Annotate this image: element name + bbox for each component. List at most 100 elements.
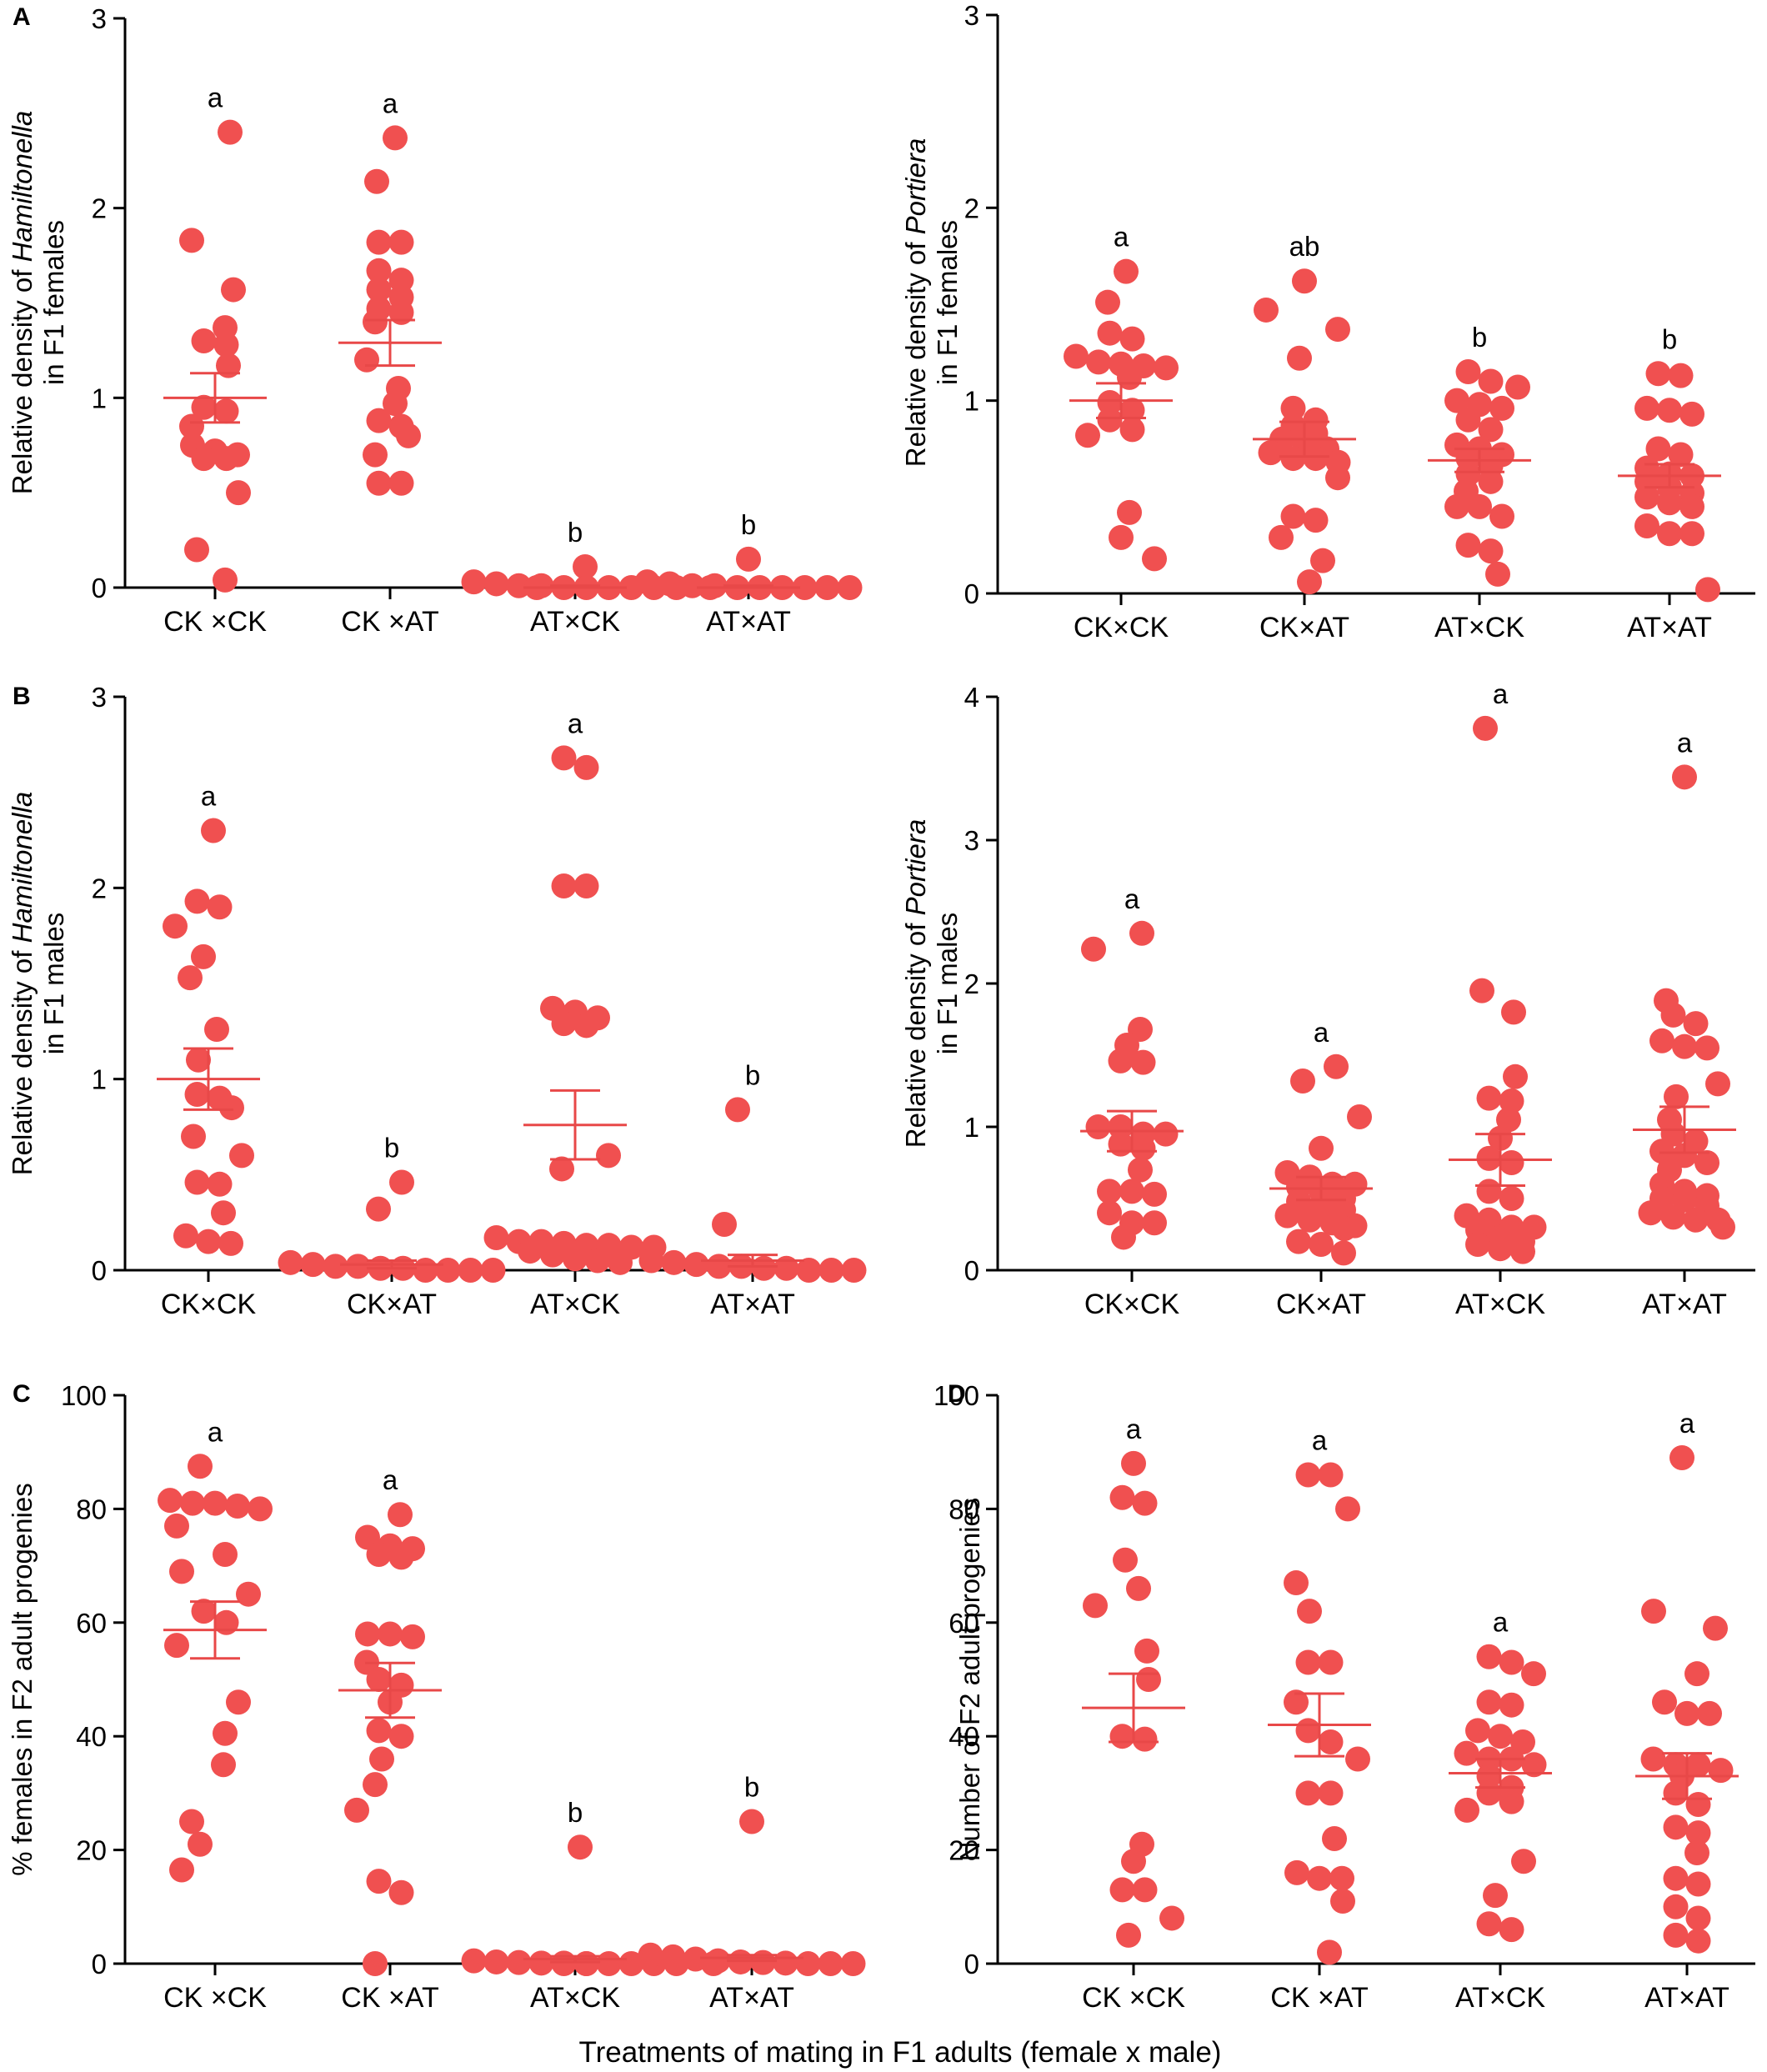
data-point xyxy=(792,575,818,600)
data-point xyxy=(221,277,246,303)
data-point xyxy=(1657,398,1682,423)
data-point xyxy=(1485,561,1510,587)
data-point xyxy=(363,1772,388,1798)
data-point xyxy=(1668,442,1694,468)
data-point xyxy=(1476,1179,1502,1204)
data-point xyxy=(1473,715,1498,741)
y-tick-label: 3 xyxy=(92,3,107,34)
y-tick-label: 2 xyxy=(92,873,107,903)
data-point xyxy=(323,1254,348,1279)
data-point xyxy=(461,1948,487,1974)
data-point xyxy=(1254,297,1279,323)
data-point xyxy=(191,943,216,969)
data-point xyxy=(1322,1825,1347,1851)
data-point xyxy=(1258,440,1284,466)
significance-letter: b xyxy=(568,517,583,548)
data-point xyxy=(1119,417,1145,443)
data-point xyxy=(345,1254,371,1279)
data-point xyxy=(188,1454,213,1479)
x-category-label: CK ×AT xyxy=(341,606,438,638)
data-point xyxy=(795,1951,821,1976)
data-point xyxy=(388,299,414,325)
data-point xyxy=(736,546,761,572)
data-point xyxy=(1280,446,1306,472)
x-category-label: AT×CK xyxy=(530,606,620,638)
x-category-label: AT×AT xyxy=(710,1289,795,1320)
data-point xyxy=(300,1252,326,1278)
data-point xyxy=(366,408,392,433)
data-point xyxy=(1521,1661,1546,1687)
data-point xyxy=(1121,1849,1146,1874)
data-point xyxy=(1154,355,1179,381)
significance-letter: b xyxy=(384,1133,399,1164)
data-point xyxy=(1309,1232,1334,1258)
significance-letter: a xyxy=(568,708,583,738)
data-point xyxy=(1303,446,1329,472)
y-axis-label: Relative density of Hamiltonellain F1 ma… xyxy=(7,792,69,1175)
data-point xyxy=(158,1488,183,1514)
data-point xyxy=(1097,1200,1122,1226)
data-point xyxy=(1674,1700,1699,1726)
data-point xyxy=(1335,1496,1360,1522)
data-point xyxy=(818,1951,843,1976)
data-point xyxy=(366,1667,392,1692)
data-point xyxy=(169,1857,194,1883)
data-point xyxy=(1669,1445,1694,1471)
data-point xyxy=(219,1095,244,1121)
data-point xyxy=(1499,1649,1524,1675)
chart-panel-a-left: 0 1 2 3 CK ×CK CK ×AT AT×CK AT×AT Relative densi… xyxy=(7,3,863,638)
significance-letter: b xyxy=(744,1772,759,1803)
data-point xyxy=(226,480,251,506)
data-point xyxy=(1297,1599,1322,1624)
data-point xyxy=(837,575,863,600)
data-point xyxy=(840,1951,866,1976)
data-point xyxy=(1130,1049,1156,1075)
data-point xyxy=(573,1013,599,1039)
data-point xyxy=(1085,1114,1111,1139)
x-category-label: CK×CK xyxy=(1074,612,1169,643)
data-point xyxy=(1660,1204,1686,1230)
data-point xyxy=(1685,1928,1711,1954)
data-point xyxy=(363,1951,388,1976)
data-point xyxy=(1465,1232,1490,1258)
y-tick-label: 100 xyxy=(61,1380,107,1411)
x-category-label: AT×AT xyxy=(709,1982,794,2014)
data-point xyxy=(1109,1877,1135,1903)
data-point xyxy=(1345,1746,1370,1772)
data-point xyxy=(841,1258,867,1283)
data-point xyxy=(1153,1121,1179,1147)
data-point xyxy=(213,1541,238,1567)
data-point xyxy=(506,1949,532,1975)
data-point xyxy=(1280,503,1306,529)
data-point xyxy=(1097,389,1123,415)
y-tick-label: 1 xyxy=(92,383,107,413)
data-point xyxy=(540,1242,565,1268)
chart-panel-b-left: 0 1 2 3 CK×CK CK×AT AT×CK AT×AT Relative density… xyxy=(7,682,867,1320)
x-category-label: CK ×CK xyxy=(163,1982,267,2014)
data-point xyxy=(1467,493,1492,519)
data-point xyxy=(1499,1150,1524,1175)
data-point xyxy=(1488,1236,1513,1262)
data-point xyxy=(1685,1792,1711,1818)
data-point xyxy=(1499,1186,1524,1211)
data-point xyxy=(1499,1692,1524,1718)
data-point xyxy=(1126,1575,1151,1601)
significance-letter: a xyxy=(1124,883,1140,914)
data-point xyxy=(1483,1883,1508,1909)
data-point xyxy=(366,1196,391,1222)
data-point xyxy=(383,125,408,151)
data-point xyxy=(518,1239,543,1264)
x-category-label: CK×CK xyxy=(161,1289,257,1320)
y-tick-label: 1 xyxy=(964,386,979,417)
data-point xyxy=(1694,1150,1719,1175)
data-point xyxy=(1064,343,1089,369)
data-point xyxy=(1280,395,1306,421)
data-point xyxy=(186,1047,211,1073)
significance-letter: a xyxy=(1126,1414,1142,1444)
data-point xyxy=(1286,1229,1311,1254)
data-point xyxy=(573,873,599,899)
data-point xyxy=(1119,326,1145,352)
significance-letter: a xyxy=(208,1416,223,1447)
data-point xyxy=(739,1809,764,1834)
data-point xyxy=(366,229,392,255)
